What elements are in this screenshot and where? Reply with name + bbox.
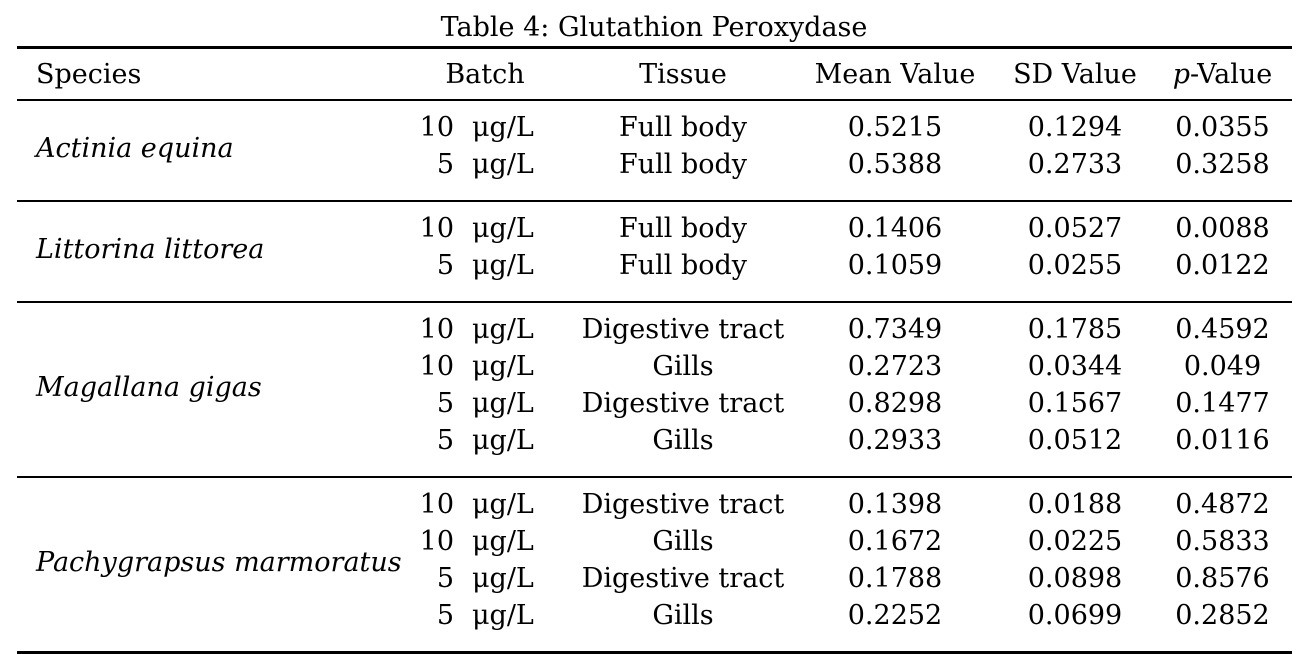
batch-unit: μg/L xyxy=(472,388,534,419)
batch-unit: μg/L xyxy=(472,351,534,382)
batch-dose: 10 xyxy=(419,213,454,244)
tissue-cell: Gills xyxy=(652,526,714,557)
batch-unit: μg/L xyxy=(472,563,534,594)
p-value-cell: 0.0122 xyxy=(1175,250,1270,281)
batch-dose: 5 xyxy=(436,149,454,180)
group-separator-rule xyxy=(17,476,1292,478)
header-p-value: p-Value xyxy=(1160,56,1285,93)
header-mean-value: Mean Value xyxy=(814,59,976,90)
sd-value-cell: 0.0344 xyxy=(1027,351,1123,382)
header-rule xyxy=(17,99,1292,101)
header-p-suffix: -Value xyxy=(1190,59,1273,90)
sd-value-cell: 0.0527 xyxy=(1027,213,1123,244)
species-name: Littorina littorea xyxy=(36,233,265,265)
mean-value-cell: 0.1398 xyxy=(847,489,943,520)
mean-value-cell: 0.1059 xyxy=(847,250,943,281)
p-value-cell: 0.4872 xyxy=(1175,489,1270,520)
mean-value-cell: 0.2933 xyxy=(847,425,943,456)
batch-dose: 5 xyxy=(436,425,454,456)
batch-dose: 5 xyxy=(436,563,454,594)
p-value-cell: 0.0355 xyxy=(1175,112,1270,143)
batch-unit: μg/L xyxy=(472,526,534,557)
tissue-cell: Full body xyxy=(618,213,748,244)
sd-value-cell: 0.1567 xyxy=(1027,388,1123,419)
p-value-cell: 0.1477 xyxy=(1175,388,1270,419)
p-value-cell: 0.3258 xyxy=(1175,149,1270,180)
table-caption: Table 4: Glutathion Peroxydase xyxy=(440,12,868,43)
batch-unit: μg/L xyxy=(472,489,534,520)
p-value-cell: 0.0088 xyxy=(1175,213,1270,244)
batch-unit: μg/L xyxy=(472,112,534,143)
p-value-cell: 0.0116 xyxy=(1175,425,1270,456)
group-separator-rule xyxy=(17,301,1292,303)
batch-unit: μg/L xyxy=(472,213,534,244)
mean-value-cell: 0.8298 xyxy=(847,388,943,419)
mean-value-cell: 0.1406 xyxy=(847,213,943,244)
header-species: Species xyxy=(36,59,142,90)
species-name: Pachygrapsus marmoratus xyxy=(36,546,402,578)
sd-value-cell: 0.0898 xyxy=(1027,563,1123,594)
tissue-cell: Digestive tract xyxy=(581,563,785,594)
batch-unit: μg/L xyxy=(472,250,534,281)
batch-dose: 10 xyxy=(419,314,454,345)
batch-dose: 5 xyxy=(436,250,454,281)
sd-value-cell: 0.1785 xyxy=(1027,314,1123,345)
p-value-cell: 0.8576 xyxy=(1175,563,1270,594)
tissue-cell: Digestive tract xyxy=(581,314,785,345)
batch-unit: μg/L xyxy=(472,425,534,456)
batch-unit: μg/L xyxy=(472,149,534,180)
header-sd-value: SD Value xyxy=(1013,59,1137,90)
top-rule xyxy=(17,46,1292,49)
mean-value-cell: 0.1672 xyxy=(847,526,943,557)
sd-value-cell: 0.0512 xyxy=(1027,425,1123,456)
species-name: Magallana gigas xyxy=(36,371,262,403)
batch-unit: μg/L xyxy=(472,314,534,345)
batch-dose: 5 xyxy=(436,388,454,419)
batch-dose: 10 xyxy=(419,489,454,520)
mean-value-cell: 0.5388 xyxy=(847,149,943,180)
sd-value-cell: 0.0225 xyxy=(1027,526,1123,557)
group-separator-rule xyxy=(17,200,1292,202)
tissue-cell: Gills xyxy=(652,425,714,456)
p-value-cell: 0.5833 xyxy=(1175,526,1270,557)
p-value-cell: 0.049 xyxy=(1183,351,1262,382)
batch-dose: 10 xyxy=(419,526,454,557)
mean-value-cell: 0.1788 xyxy=(847,563,943,594)
tissue-cell: Digestive tract xyxy=(581,388,785,419)
mean-value-cell: 0.2723 xyxy=(847,351,943,382)
mean-value-cell: 0.7349 xyxy=(847,314,943,345)
tissue-cell: Gills xyxy=(652,351,714,382)
header-batch: Batch xyxy=(445,59,525,90)
mean-value-cell: 0.5215 xyxy=(847,112,943,143)
sd-value-cell: 0.0188 xyxy=(1027,489,1123,520)
header-p-symbol: p xyxy=(1172,59,1190,90)
tissue-cell: Full body xyxy=(618,250,748,281)
tissue-cell: Full body xyxy=(618,149,748,180)
sd-value-cell: 0.2733 xyxy=(1027,149,1123,180)
sd-value-cell: 0.1294 xyxy=(1027,112,1123,143)
batch-dose: 10 xyxy=(419,351,454,382)
tissue-cell: Full body xyxy=(618,112,748,143)
p-value-cell: 0.4592 xyxy=(1175,314,1270,345)
sd-value-cell: 0.0255 xyxy=(1027,250,1123,281)
tissue-cell: Digestive tract xyxy=(581,489,785,520)
species-name: Actinia equina xyxy=(36,132,234,164)
batch-dose: 10 xyxy=(419,112,454,143)
header-tissue: Tissue xyxy=(639,59,727,90)
